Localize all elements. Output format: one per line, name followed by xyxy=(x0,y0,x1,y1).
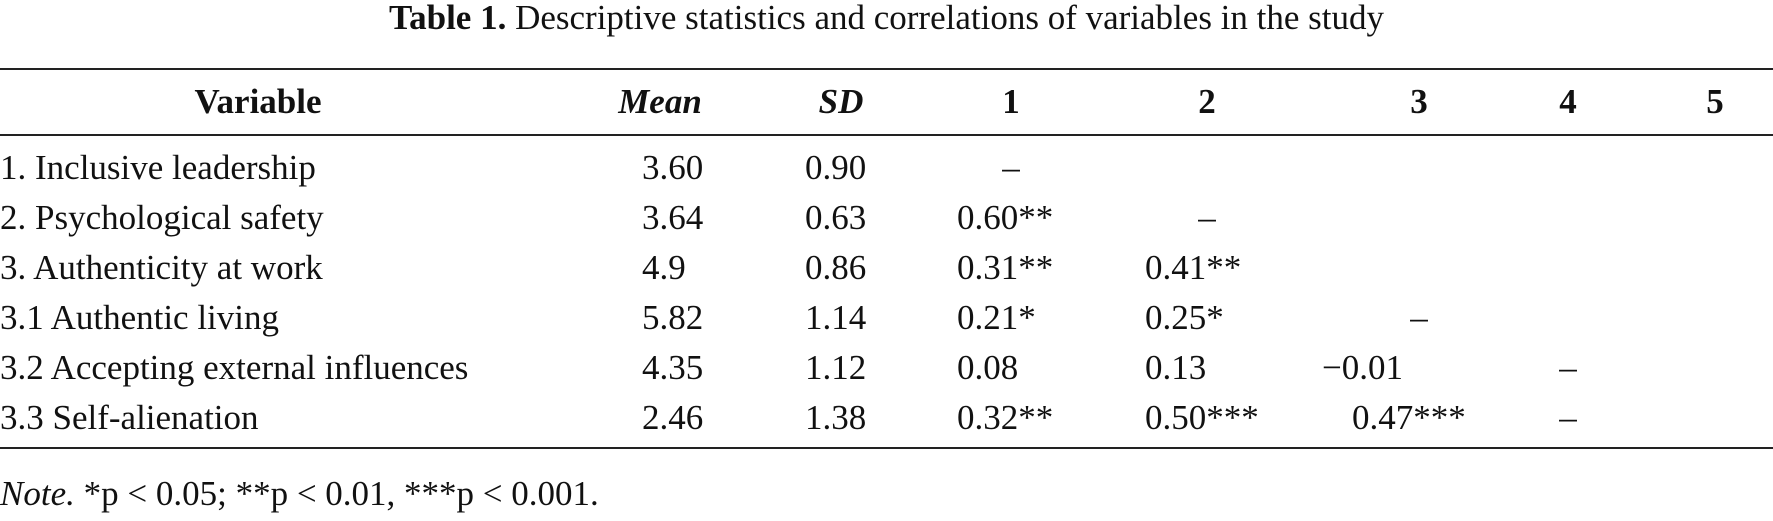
cell-mean: 3.60 xyxy=(642,148,704,187)
cell-mean: 4.9 xyxy=(642,248,686,287)
table-bottom-rule xyxy=(0,447,1773,449)
cell-sd: 0.63 xyxy=(805,198,867,237)
cell-col-2: 0.13 xyxy=(1145,348,1207,387)
header-variable: Variable xyxy=(194,82,322,121)
table-note: Note. *p < 0.05; **p < 0.01, ***p < 0.00… xyxy=(0,474,599,514)
cell-col-3: 0.47*** xyxy=(1352,398,1466,437)
cell-sd: 1.14 xyxy=(805,298,867,337)
table-caption-label: Table 1. xyxy=(388,0,507,37)
cell-col-1: 0.60** xyxy=(957,198,1054,237)
cell-sd: 1.38 xyxy=(805,398,867,437)
cell-col-1: – xyxy=(1002,148,1020,187)
cell-variable: 3.1 Authentic living xyxy=(0,298,280,337)
cell-col-1: 0.32** xyxy=(957,398,1054,437)
cell-col-1: 0.21* xyxy=(957,298,1036,337)
cell-col-3: −0.01 xyxy=(1322,348,1403,387)
cell-col-4: – xyxy=(1559,348,1577,387)
cell-col-2: 0.41** xyxy=(1145,248,1242,287)
cell-col-1: 0.31** xyxy=(957,248,1054,287)
cell-col-2: 0.50*** xyxy=(1145,398,1259,437)
header-col-4: 4 xyxy=(1559,82,1577,121)
cell-mean: 4.35 xyxy=(642,348,704,387)
cell-col-3: – xyxy=(1410,298,1428,337)
cell-variable: 3.2 Accepting external influences xyxy=(0,348,469,387)
header-mean: Mean xyxy=(618,82,702,121)
table-note-label: Note. xyxy=(0,474,75,513)
cell-variable: 2. Psychological safety xyxy=(0,198,324,237)
header-sd: SD xyxy=(818,82,864,121)
cell-col-2: – xyxy=(1198,198,1216,237)
cell-mean: 3.64 xyxy=(642,198,704,237)
cell-variable: 3. Authenticity at work xyxy=(0,248,323,287)
cell-col-1: 0.08 xyxy=(957,348,1019,387)
cell-variable: 1. Inclusive leadership xyxy=(0,148,316,187)
cell-mean: 2.46 xyxy=(642,398,704,437)
cell-variable: 3.3 Self-alienation xyxy=(0,398,259,437)
table-caption: Table 1. Descriptive statistics and corr… xyxy=(0,0,1773,44)
cell-mean: 5.82 xyxy=(642,298,704,337)
header-col-3: 3 xyxy=(1410,82,1428,121)
table-caption-text: Descriptive statistics and correlations … xyxy=(515,0,1385,37)
header-col-5: 5 xyxy=(1706,82,1724,121)
header-col-2: 2 xyxy=(1198,82,1216,121)
table-note-text: *p < 0.05; **p < 0.01, ***p < 0.001. xyxy=(74,474,599,513)
table-header-rule xyxy=(0,134,1773,136)
cell-sd: 0.86 xyxy=(805,248,867,287)
header-col-1: 1 xyxy=(1002,82,1020,121)
cell-sd: 1.12 xyxy=(805,348,867,387)
table-top-rule xyxy=(0,68,1773,70)
cell-col-2: 0.25* xyxy=(1145,298,1224,337)
cell-sd: 0.90 xyxy=(805,148,867,187)
cell-col-4: – xyxy=(1559,398,1577,437)
